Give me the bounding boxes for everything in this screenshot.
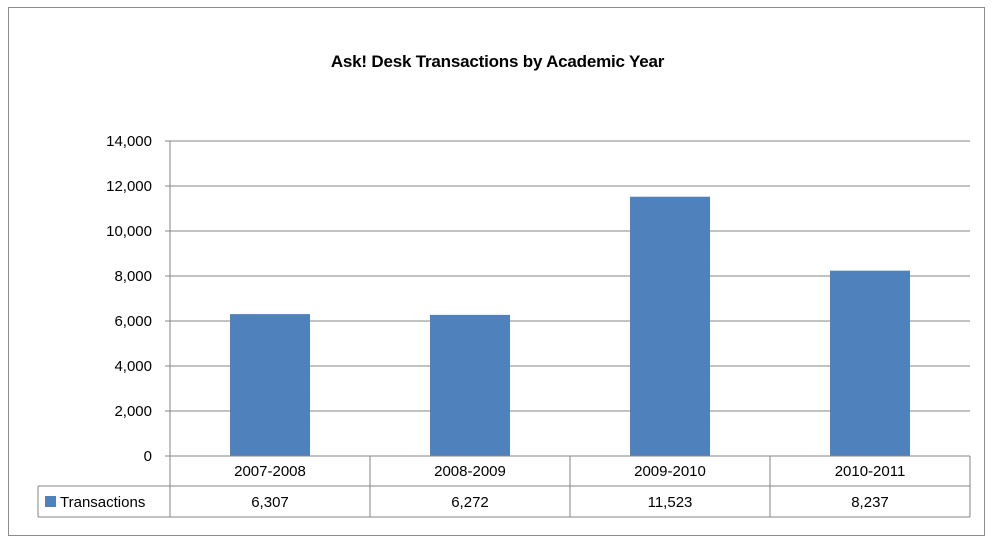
x-category-label: 2010-2011 — [835, 463, 906, 480]
chart-title: Ask! Desk Transactions by Academic Year — [330, 52, 665, 71]
bar — [230, 314, 310, 456]
y-tick-label: 12,000 — [106, 178, 152, 195]
y-tick-label: 10,000 — [106, 223, 152, 240]
x-category-label: 2009-2010 — [634, 463, 706, 480]
bar — [830, 270, 910, 456]
data-table-value: 6,272 — [451, 494, 489, 511]
data-table-value: 8,237 — [851, 494, 889, 511]
data-table-value: 11,523 — [648, 494, 693, 511]
legend-swatch — [45, 496, 56, 507]
y-tick-label: 0 — [144, 448, 152, 465]
data-table-value: 6,307 — [251, 494, 289, 511]
bar — [430, 314, 510, 456]
legend-label: Transactions — [60, 494, 145, 511]
bar — [630, 196, 710, 457]
y-tick-label: 4,000 — [114, 358, 152, 375]
y-tick-label: 6,000 — [114, 313, 152, 330]
y-tick-label: 8,000 — [114, 268, 152, 285]
x-category-label: 2008-2009 — [434, 463, 506, 480]
y-tick-label: 2,000 — [114, 403, 152, 420]
x-category-label: 2007-2008 — [234, 463, 306, 480]
y-tick-label: 14,000 — [106, 133, 152, 150]
